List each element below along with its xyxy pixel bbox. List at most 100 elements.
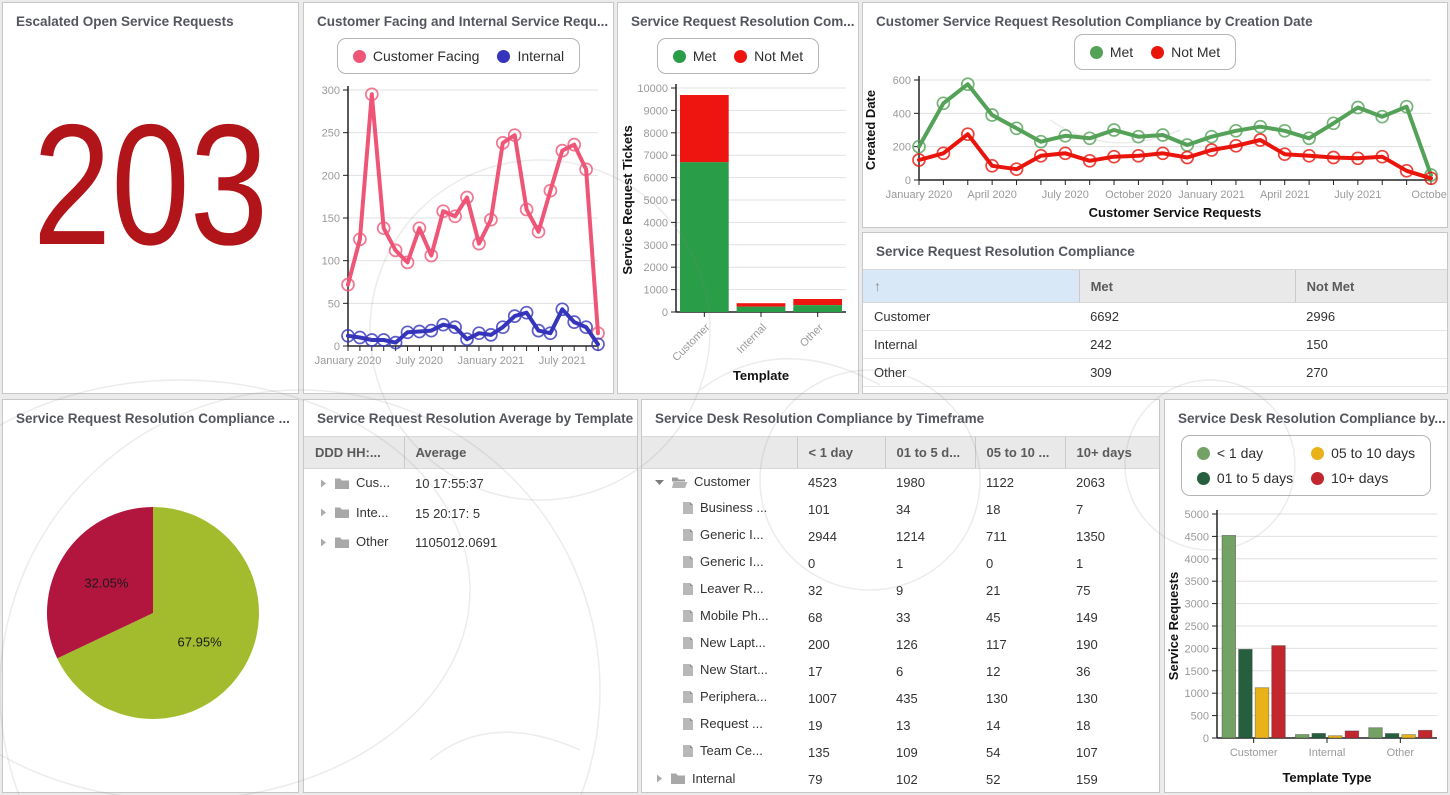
tree-row[interactable]: Generic I... 0 1 0 1 [642, 550, 1159, 577]
svg-text:6000: 6000 [644, 173, 668, 185]
timeframe-value: 107 [1076, 745, 1098, 760]
panel-title: Service Request Resolution Compliance [876, 244, 1135, 259]
average-value: 10 17:55:37 [415, 476, 484, 492]
svg-text:July 2021: July 2021 [539, 355, 586, 367]
legend-item: Not Met [734, 48, 803, 64]
timeframe-column-header-1[interactable]: < 1 day [796, 436, 885, 469]
average-value: 15 20:17: 5 [415, 505, 481, 521]
panel-title: Escalated Open Service Requests [16, 14, 234, 29]
expand-arrow-icon[interactable] [318, 537, 328, 548]
tree-row[interactable]: Periphera... 1007 435 130 130 [642, 685, 1159, 712]
svg-text:Other: Other [798, 321, 826, 349]
tree-row[interactable]: Team Ce... 135 109 54 107 [642, 739, 1159, 766]
template-group-label: Inte... [356, 504, 389, 520]
timeframe-value: 19 [808, 718, 823, 733]
legend-dot-icon [672, 49, 686, 63]
timeframe-column-header-0[interactable] [642, 436, 797, 469]
timeframe-value: 9 [896, 583, 904, 598]
timeframe-value: 18 [986, 502, 1001, 517]
compliance-pie-chart[interactable]: 67.95% 32.05% [3, 428, 298, 773]
panel-resolution-compliance-bar: Service Request Resolution Com... Met Not… [617, 2, 859, 394]
tree-row[interactable]: Other 1105012.0691 [304, 528, 637, 558]
timeframe-value: 7 [1076, 502, 1084, 517]
resolution-compliance-stacked-bar-chart[interactable]: 0 1000 2000 3000 4000 5000 6000 7000 8000 9000 100… [618, 76, 858, 388]
timeframe-value: 18 [1076, 718, 1091, 733]
tree-row[interactable]: Inte... 15 20:17: 5 [304, 499, 637, 529]
timeframe-value: 45 [986, 610, 1001, 625]
escalated-count-value: 203 [32, 89, 269, 281]
timeframe-value: 79 [808, 772, 823, 787]
tree-row[interactable]: Mobile Ph... 68 33 45 149 [642, 604, 1159, 631]
svg-text:200: 200 [893, 142, 911, 154]
table-row[interactable]: Customer 6692 2996 [863, 302, 1447, 331]
panel-title: Customer Service Request Resolution Comp… [876, 14, 1313, 29]
timeframe-value: 14 [986, 718, 1001, 733]
svg-text:Service Requests: Service Requests [1166, 572, 1181, 680]
timeframe-column-header-2[interactable]: 01 to 5 d... [884, 436, 975, 469]
collapse-arrow-icon[interactable] [654, 477, 665, 487]
timeframe-value: 1980 [896, 475, 925, 490]
ddd-hh-column-header[interactable]: DDD HH:... [304, 436, 404, 469]
svg-text:0: 0 [334, 341, 340, 353]
svg-text:500: 500 [1191, 711, 1209, 723]
svg-text:50: 50 [328, 298, 340, 310]
svg-text:5000: 5000 [644, 195, 668, 207]
svg-text:300: 300 [322, 85, 340, 97]
timeframe-value: 130 [1076, 691, 1098, 706]
timeframe-value: 68 [808, 610, 823, 625]
svg-text:3500: 3500 [1185, 576, 1209, 588]
chart-legend: < 1 day 05 to 10 days 01 to 5 days 10+ days [1180, 435, 1432, 496]
timeframe-column-header-4[interactable]: 10+ days [1064, 436, 1159, 469]
average-column-header[interactable]: Average [403, 436, 637, 469]
svg-text:8000: 8000 [644, 128, 668, 140]
svg-text:2500: 2500 [1185, 621, 1209, 633]
expand-arrow-icon[interactable] [318, 478, 328, 489]
tree-row[interactable]: Generic I... 2944 1214 711 1350 [642, 523, 1159, 550]
svg-text:October: October [1411, 189, 1447, 201]
timeframe-grouped-bar-chart[interactable]: 0 500 1000 1500 2000 2500 3000 3500 4000 4500 5000… [1165, 498, 1447, 788]
folder-icon [671, 773, 685, 785]
timeframe-value: 190 [1076, 637, 1098, 652]
sort-ascending-icon: ↑ [874, 278, 881, 294]
tree-row[interactable]: Business ... 101 34 18 7 [642, 496, 1159, 523]
table-row[interactable]: Other 309 270 [863, 358, 1447, 387]
template-label: Business ... [700, 500, 768, 515]
tree-row[interactable]: Leaver R... 32 9 21 75 [642, 577, 1159, 604]
panel-resolution-average-table: Service Request Resolution Average by Te… [303, 399, 638, 793]
template-label: New Start... [700, 662, 768, 677]
template-label: Periphera... [700, 689, 768, 704]
met-column-header[interactable]: Met [1078, 269, 1296, 303]
timeframe-value: 54 [986, 745, 1001, 760]
customer-facing-internal-line-chart[interactable]: 0 50 100 150 200 250 300 January 2020 July 2020 J… [304, 76, 613, 386]
expand-arrow-icon[interactable] [654, 773, 664, 784]
tree-row[interactable]: New Lapt... 200 126 117 190 [642, 631, 1159, 658]
legend-item: 01 to 5 days [1196, 470, 1293, 486]
panel-customer-facing-internal: Customer Facing and Internal Service Req… [303, 2, 614, 394]
folder-icon [335, 478, 349, 489]
timeframe-value: 711 [986, 529, 1007, 544]
compliance-table: ↑ Met Not Met Customer 6692 2996 Interna… [863, 269, 1447, 387]
legend-item: < 1 day [1196, 445, 1293, 461]
panel-creation-date-compliance: Customer Service Request Resolution Comp… [862, 2, 1448, 228]
tree-row[interactable]: Request ... 19 13 14 18 [642, 712, 1159, 739]
svg-text:July 2020: July 2020 [1042, 189, 1089, 201]
tree-row[interactable]: New Start... 17 6 12 36 [642, 658, 1159, 685]
tree-row[interactable]: Customer 4523 1980 1122 2063 [642, 469, 1159, 497]
file-icon [683, 502, 693, 514]
timeframe-value: 1350 [1076, 529, 1105, 544]
panel-compliance-pie: Service Request Resolution Compliance ..… [2, 399, 299, 793]
sort-column-header[interactable]: ↑ [863, 269, 1080, 303]
not-met-value: 2996 [1295, 302, 1447, 331]
creation-date-line-chart[interactable]: 0 200 400 600 January 2020 April 2020 July 202… [863, 70, 1447, 222]
svg-text:1500: 1500 [1185, 666, 1209, 678]
panel-escalated-open-requests: Escalated Open Service Requests 203 [2, 2, 299, 394]
timeframe-column-header-3[interactable]: 05 to 10 ... [974, 436, 1065, 469]
tree-row[interactable]: Internal 79 102 52 159 [642, 766, 1159, 792]
table-row[interactable]: Internal 242 150 [863, 330, 1447, 359]
template-group-label: Other [356, 534, 389, 549]
not-met-column-header[interactable]: Not Met [1294, 269, 1447, 303]
tree-row[interactable]: Cus... 10 17:55:37 [304, 469, 637, 499]
legend-dot-icon [497, 49, 511, 63]
svg-text:January 2020: January 2020 [886, 189, 953, 201]
expand-arrow-icon[interactable] [318, 507, 328, 518]
